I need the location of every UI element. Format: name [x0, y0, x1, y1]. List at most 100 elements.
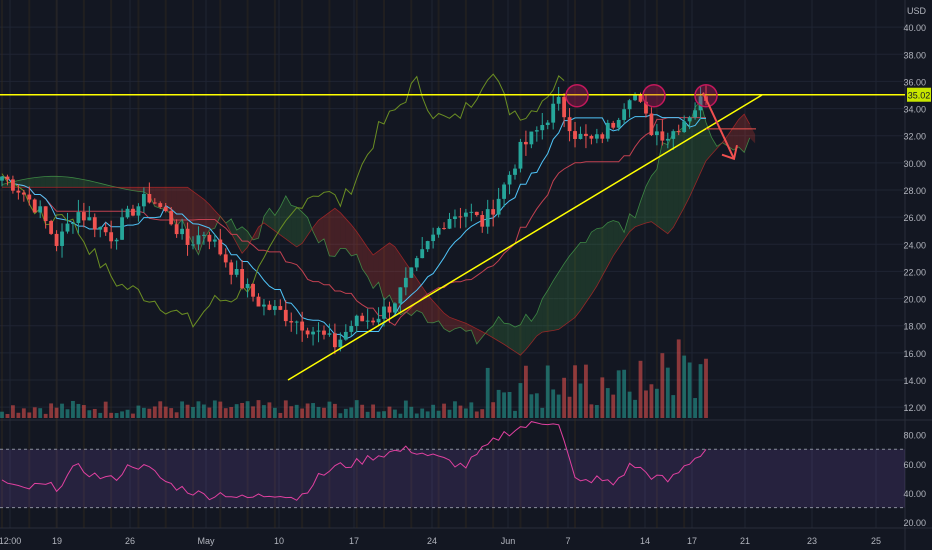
- cloud-segment: [662, 142, 668, 234]
- volume-bar: [191, 407, 195, 418]
- candle-body: [431, 234, 436, 242]
- candle-body: [191, 244, 195, 246]
- candle-body: [420, 249, 425, 259]
- candle-body: [267, 304, 272, 310]
- volume-bar: [562, 377, 567, 418]
- axes: 12.00 14.00 16.00 18.00 20.00 22.00 24.00 26.00…: [0, 6, 931, 546]
- cloud-segment: [72, 177, 79, 188]
- volume-bar: [202, 404, 206, 418]
- volume-bar: [87, 410, 92, 418]
- candle-body: [507, 174, 512, 185]
- drawings: [0, 83, 905, 381]
- currency-label: USD: [907, 6, 927, 16]
- candle-body: [278, 306, 283, 310]
- candle-body: [698, 96, 703, 111]
- volume-bar: [545, 365, 550, 418]
- volume-bar: [611, 394, 616, 418]
- cloud-segment: [263, 208, 270, 227]
- peak-highlight-circle: [642, 83, 666, 108]
- candle-body: [212, 239, 217, 242]
- volume-bar: [485, 367, 490, 418]
- volume-bar: [11, 405, 15, 418]
- cloud-segment: [553, 272, 559, 331]
- cloud-segment: [427, 294, 434, 323]
- session-marker: [492, 0, 495, 528]
- cloud-segment: [673, 131, 679, 228]
- session-marker: [110, 0, 113, 528]
- session-marker: [655, 0, 658, 528]
- candle-body: [120, 217, 124, 240]
- volume-bar: [578, 383, 583, 418]
- cloud-segment: [329, 208, 335, 257]
- cloud-segment: [62, 176, 68, 188]
- candle-body: [414, 258, 419, 268]
- volume-bar: [218, 401, 223, 418]
- price-tick-label: 38.00: [903, 50, 926, 60]
- volume-bar: [371, 404, 376, 418]
- candle-body: [289, 321, 294, 323]
- session-marker: [246, 0, 249, 528]
- candle-body: [605, 122, 610, 139]
- cloud-segment: [547, 280, 554, 332]
- candle-body: [103, 227, 108, 233]
- candle-body: [540, 125, 545, 131]
- bearish-arrow: [702, 92, 735, 160]
- cloud-segment: [182, 187, 188, 233]
- candle-body: [196, 235, 201, 245]
- volume-bar: [502, 392, 506, 418]
- peak-highlight-circle: [694, 83, 718, 108]
- volume-bar: [463, 408, 468, 418]
- volume-bar: [529, 394, 534, 418]
- candle-body: [234, 269, 239, 275]
- candle-body: [376, 318, 381, 323]
- candle-body: [5, 176, 10, 180]
- cloud-segment: [176, 187, 183, 227]
- cloud-segment: [367, 247, 374, 289]
- volume-bar: [262, 405, 266, 418]
- cloud-segment: [733, 119, 739, 150]
- candle-body: [354, 315, 359, 327]
- volume-bar: [474, 411, 479, 418]
- date-tick-label: 17: [687, 536, 697, 546]
- volume-bar: [349, 407, 354, 418]
- volume-bar: [382, 411, 386, 418]
- volume-bar: [567, 396, 572, 418]
- cloud-segment: [334, 208, 341, 257]
- cloud-segment: [738, 114, 745, 153]
- volume-bar: [556, 394, 561, 418]
- candle-body: [676, 131, 681, 133]
- candle-body: [545, 122, 550, 126]
- price-tick-label: 30.00: [903, 159, 926, 169]
- candle-body: [398, 287, 403, 304]
- session-marker: [192, 0, 195, 528]
- candle-body: [360, 315, 365, 322]
- candle-body: [458, 216, 463, 218]
- candle-body: [338, 339, 343, 348]
- price-tick-label: 12.00: [903, 403, 926, 413]
- candle-body: [174, 224, 179, 235]
- cloud-segment: [678, 126, 685, 218]
- candle-body: [223, 254, 228, 263]
- last-price-tag: [907, 87, 931, 102]
- rsi-tick-label: 40.00: [903, 489, 926, 499]
- volume-bar: [551, 389, 556, 418]
- candle-body: [322, 330, 326, 335]
- candle-body: [16, 190, 21, 193]
- volume-bar: [109, 412, 114, 418]
- volume-bar: [518, 383, 523, 418]
- candle-body: [682, 121, 687, 133]
- volume-bar: [223, 408, 228, 418]
- candle-body: [594, 134, 599, 139]
- cloud-segment: [613, 220, 619, 256]
- rsi-tick-label: 20.00: [903, 518, 926, 528]
- date-tick-label: Jun: [501, 536, 516, 546]
- volume-bar: [103, 401, 108, 418]
- volume-bar: [573, 365, 577, 418]
- volume-bar: [120, 411, 124, 418]
- cloud-segment: [389, 242, 395, 307]
- volume-bar: [513, 410, 517, 418]
- cloud-segment: [291, 205, 297, 247]
- volume-bar: [76, 403, 81, 418]
- candle-body: [218, 239, 223, 255]
